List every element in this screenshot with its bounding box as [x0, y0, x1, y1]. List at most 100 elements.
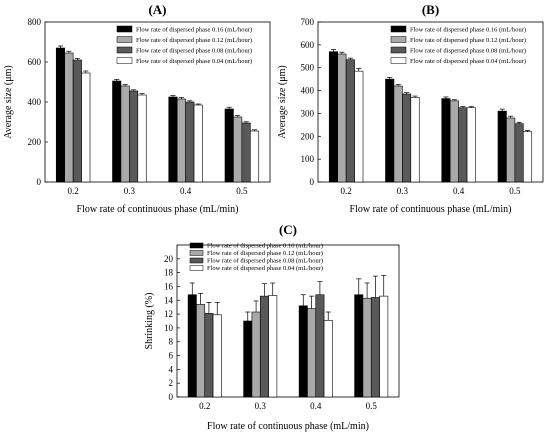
- legend: Flow rate of dispersed phase 0.16 (mL/ho…: [116, 25, 252, 65]
- legend-swatch-1: [189, 250, 204, 256]
- panel-label: (C): [279, 222, 297, 237]
- chart-panel-2: (C) 0 2 4 6 8 10 12 14 16 18 20 0.2 0.3 0.4 0.5 Flow rat…: [144, 222, 400, 432]
- y-tick-label: 0: [169, 392, 174, 402]
- y-tick-label: 200: [301, 131, 315, 141]
- x-tick-label: 0.5: [236, 186, 248, 196]
- y-tick-label: 0: [310, 177, 315, 187]
- x-tick-label: 0.5: [366, 401, 378, 411]
- legend-swatch-3: [116, 57, 133, 64]
- bar-s1-c3: [362, 297, 372, 398]
- legend-swatch-3: [390, 57, 407, 64]
- legend-entry-2: Flow rate of dispersed phase 0.08 (mL/ho…: [410, 48, 526, 55]
- bar-s3-c1: [268, 295, 278, 398]
- bar-s3-c0: [81, 72, 91, 183]
- legend-swatch-2: [390, 46, 407, 54]
- bar-s1-c3: [506, 117, 516, 183]
- bar-s1-c3: [233, 116, 243, 183]
- x-tick-label: 0.3: [124, 186, 136, 196]
- y-tick-label: 300: [301, 108, 315, 118]
- legend-entry-0: Flow rate of dispersed phase 0.16 (mL/ho…: [410, 27, 526, 34]
- y-axis-label: Shrinking (%): [144, 293, 155, 350]
- bar-s2-c0: [72, 59, 82, 183]
- legend-entry-0: Flow rate of dispersed phase 0.16 (mL/ho…: [136, 27, 252, 34]
- y-tick-label: 600: [28, 57, 42, 67]
- bar-s1-c1: [393, 85, 403, 183]
- legend-swatch-3: [189, 265, 204, 271]
- y-axis-label: Average size (μm): [3, 65, 14, 138]
- y-tick-label: 500: [301, 63, 315, 73]
- bar-s3-c0: [354, 70, 364, 183]
- y-tick-label: 16: [164, 281, 174, 291]
- legend-entry-1: Flow rate of dispersed phase 0.12 (mL/ho…: [410, 37, 526, 44]
- legend-swatch-0: [189, 242, 204, 249]
- bar-s3-c3: [379, 295, 389, 398]
- y-tick-label: 400: [301, 86, 315, 96]
- legend-entry-3: Flow rate of dispersed phase 0.04 (mL/ho…: [410, 58, 526, 65]
- bar-s2-c3: [241, 122, 251, 183]
- legend-entry-0: Flow rate of dispersed phase 0.16 (mL/ho…: [207, 243, 323, 250]
- legend-swatch-0: [116, 25, 133, 33]
- x-tick-label: 0.2: [68, 186, 79, 196]
- chart-panel-0: (A) 0 200 400 600 800 0.2 0.3 0.4 0.5 Flow rate of…: [3, 2, 271, 215]
- legend: Flow rate of dispersed phase 0.16 (mL/ho…: [390, 25, 526, 65]
- x-tick-label: 0.3: [255, 401, 267, 411]
- y-tick-label: 14: [164, 295, 174, 305]
- bar-s3-c1: [137, 94, 147, 183]
- panel-label: (B): [422, 2, 439, 17]
- y-tick-label: 8: [169, 337, 174, 347]
- y-tick-label: 100: [301, 154, 315, 164]
- legend-swatch-0: [390, 25, 407, 33]
- bar-s3-c3: [523, 131, 533, 183]
- bar-s1-c2: [176, 98, 186, 183]
- legend-swatch-2: [189, 257, 204, 264]
- legend-entry-3: Flow rate of dispersed phase 0.04 (mL/ho…: [207, 265, 323, 272]
- legend-entry-3: Flow rate of dispersed phase 0.04 (mL/ho…: [136, 58, 252, 65]
- y-tick-label: 6: [169, 351, 174, 361]
- legend-entry-1: Flow rate of dispersed phase 0.12 (mL/ho…: [136, 37, 252, 44]
- legend-entry-2: Flow rate of dispersed phase 0.08 (mL/ho…: [136, 48, 252, 55]
- legend-swatch-1: [116, 36, 133, 43]
- bar-s0-c0: [55, 47, 65, 183]
- bar-s1-c0: [337, 53, 347, 183]
- bar-s2-c1: [259, 295, 269, 398]
- bar-s2-c2: [458, 107, 468, 183]
- bar-s2-c1: [402, 93, 412, 183]
- y-tick-label: 0: [37, 177, 42, 187]
- x-tick-label: 0.4: [453, 186, 465, 196]
- x-tick-label: 0.2: [341, 186, 352, 196]
- bar-s0-c2: [441, 98, 451, 183]
- legend: Flow rate of dispersed phase 0.16 (mL/ho…: [189, 242, 323, 272]
- bar-s0-c2: [298, 305, 308, 398]
- bar-s0-c3: [224, 108, 234, 183]
- legend-entry-1: Flow rate of dispersed phase 0.12 (mL/ho…: [207, 250, 323, 257]
- bar-s1-c1: [251, 311, 261, 398]
- bar-s2-c2: [185, 101, 195, 183]
- y-tick-label: 10: [164, 323, 174, 333]
- bar-s2-c2: [315, 294, 325, 398]
- legend-swatch-1: [390, 36, 407, 43]
- bar-s0-c1: [112, 80, 122, 183]
- x-tick-label: 0.2: [199, 401, 210, 411]
- y-tick-label: 700: [301, 17, 315, 27]
- bar-s3-c2: [193, 104, 203, 183]
- bar-s0-c3: [497, 110, 507, 183]
- bar-s0-c0: [328, 51, 338, 183]
- y-tick-label: 200: [28, 137, 42, 147]
- bar-s1-c2: [307, 308, 317, 398]
- bar-s0-c0: [187, 294, 197, 398]
- x-tick-label: 0.3: [397, 186, 409, 196]
- bar-s3-c2: [466, 107, 476, 183]
- bar-s1-c0: [196, 304, 206, 398]
- x-tick-label: 0.4: [310, 401, 322, 411]
- y-tick-label: 12: [164, 309, 173, 319]
- x-tick-label: 0.4: [180, 186, 192, 196]
- chart-panel-1: (B) 0 100 200 300 400 500 600 700 0.2 0.3 0.4 0.5 Flo…: [277, 2, 544, 215]
- bar-s3-c1: [410, 97, 420, 183]
- bar-s1-c2: [449, 100, 459, 183]
- bar-s2-c0: [204, 313, 214, 398]
- plot-frame: [176, 244, 400, 398]
- bar-s0-c2: [168, 96, 178, 183]
- bar-s3-c0: [212, 314, 222, 398]
- bar-s3-c2: [323, 320, 333, 398]
